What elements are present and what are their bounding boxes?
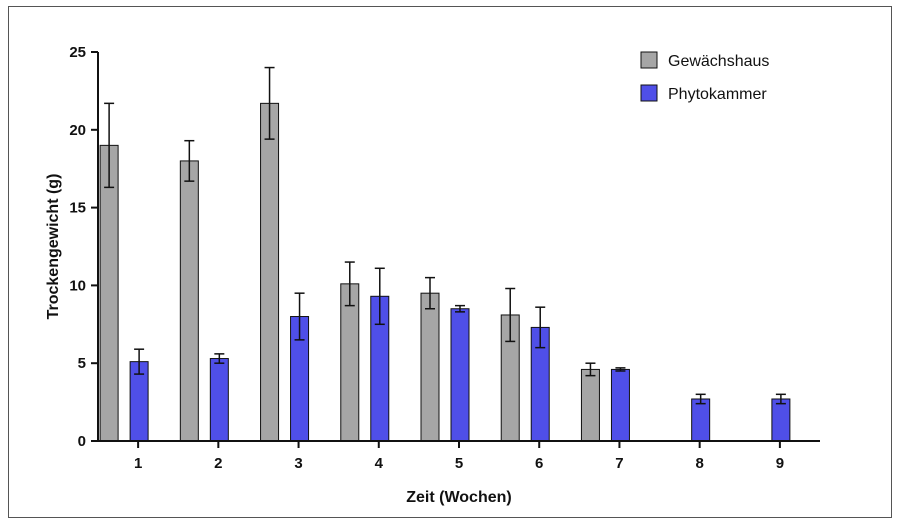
x-tick-label: 2 [214,455,222,472]
bar-phytokammer [209,358,229,442]
bar-gewaechshaus [179,160,199,442]
x-tick-label: 8 [695,455,703,472]
bar-gewaechshaus [420,292,440,442]
y-axis-ticks: 0 5 10 15 20 25 [69,44,98,450]
y-axis-title: Trockengewicht (g) [45,174,62,320]
bar-gewaechshaus [260,102,280,442]
x-axis-ticks: 1 2 3 4 5 6 7 8 9 [134,441,784,472]
legend-label-gewaechshaus: Gewächshaus [668,53,769,70]
x-tick-label: 9 [776,455,784,472]
legend-label-phytokammer: Phytokammer [668,86,767,103]
x-tick-label: 1 [134,455,142,472]
bars [99,66,791,442]
chart-frame [8,6,892,518]
bar-phytokammer [771,398,791,442]
x-tick-label: 7 [615,455,623,472]
legend-swatch-gewaechshaus [640,51,658,69]
y-tick-label: 15 [69,200,86,217]
x-tick-label: 3 [294,455,302,472]
x-axis-title: Zeit (Wochen) [406,489,511,506]
x-tick-label: 6 [535,455,543,472]
x-tick-label: 5 [455,455,463,472]
x-tick-label: 4 [375,455,384,472]
y-tick-label: 0 [78,433,86,450]
y-tick-label: 20 [69,122,86,139]
y-tick-label: 25 [69,44,86,61]
legend-swatch-phytokammer [640,84,658,102]
y-tick-label: 5 [78,355,86,372]
bar-phytokammer [450,308,470,442]
bar-phytokammer [691,398,711,442]
legend: Gewächshaus Phytokammer [640,51,769,103]
bar-gewaechshaus [99,144,119,442]
bar-gewaechshaus [340,283,360,442]
bar-gewaechshaus [580,368,600,442]
bar-phytokammer [610,368,630,442]
y-tick-label: 10 [69,277,86,294]
